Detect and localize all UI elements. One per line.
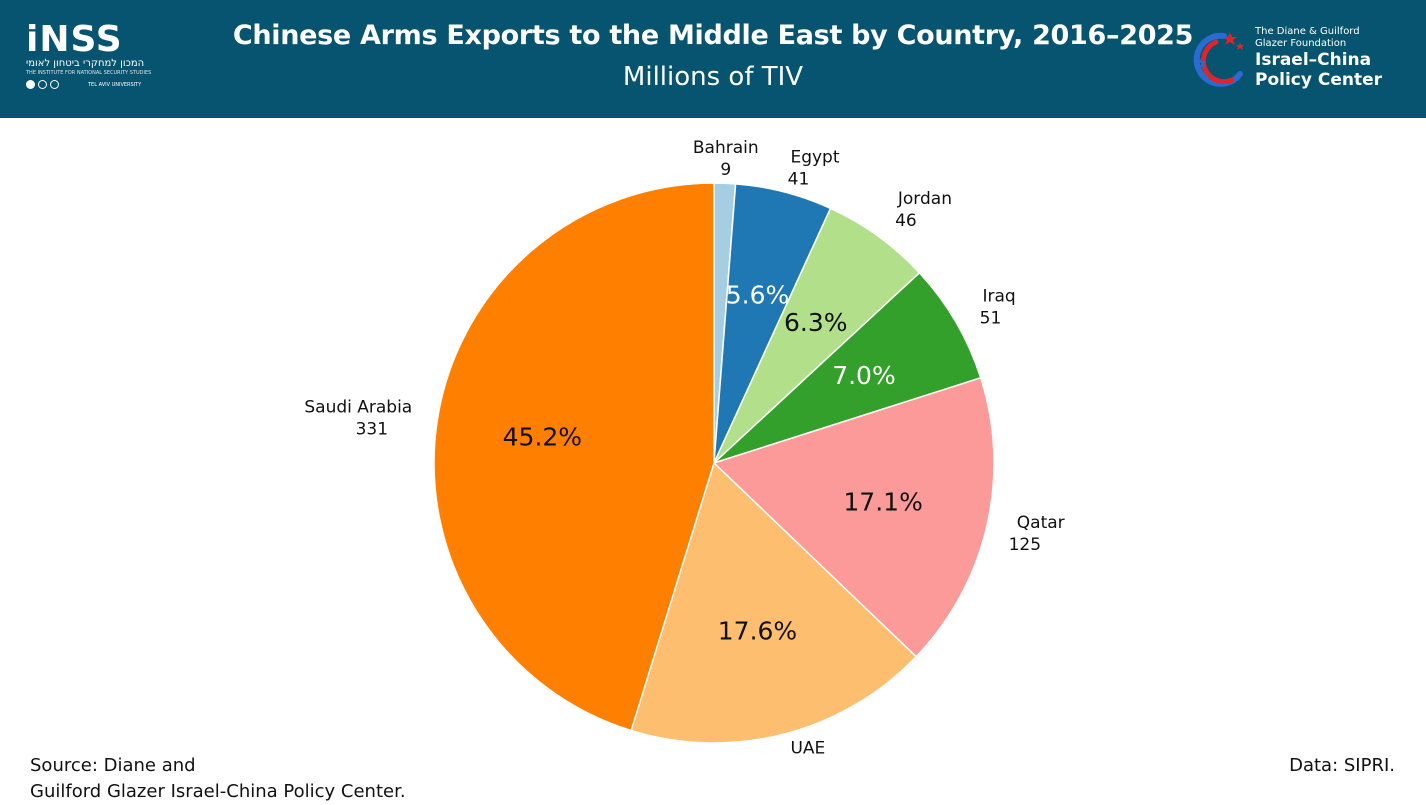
pie-value-iraq: 51 (980, 308, 1002, 328)
policy-center-line1: The Diane & Guilford (1255, 26, 1360, 37)
pie-label-bahrain: Bahrain (693, 138, 759, 158)
circle-icon (26, 80, 35, 89)
pie-percent-jordan: 6.3% (784, 308, 848, 337)
pie-percent-saudi-arabia: 45.2% (503, 423, 582, 452)
policy-center-line2: Glazer Foundation (1255, 38, 1347, 49)
policy-center-line3: Israel–China (1255, 50, 1372, 70)
inss-logo: iNSS המכון למחקרי ביטחון לאומי THE INSTI… (26, 22, 156, 98)
chart-title: Chinese Arms Exports to the Middle East … (232, 20, 1194, 51)
policy-center-line4: Policy Center (1255, 70, 1383, 90)
inss-logo-marks: TEL AVIV UNIVERSITY (26, 80, 156, 89)
header-banner: iNSS המכון למחקרי ביטחון לאומי THE INSTI… (0, 0, 1426, 118)
pie-value-bahrain: 9 (720, 160, 731, 180)
source-line-2: Guilford Glazer Israel-China Policy Cent… (30, 781, 406, 802)
pie-label-uae: UAE (790, 738, 825, 754)
pie-label-iraq: Iraq (982, 286, 1015, 306)
pie-slice-iraq (713, 271, 982, 464)
pie-percent-uae: 17.6% (718, 617, 797, 646)
pie-slice-qatar (712, 376, 995, 658)
ring-icon (50, 80, 59, 89)
pie-percent-iraq: 7.0% (832, 361, 896, 390)
pie-percent-qatar: 17.1% (843, 488, 922, 517)
pie-percent-labels: 5.6%6.3% 7.0% 17.1% 17.6% 45.2% (503, 280, 923, 645)
inss-logo-word: iNSS (26, 19, 123, 60)
pie-label-egypt: Egypt (790, 148, 839, 168)
inss-logo-university: TEL AVIV UNIVERSITY (88, 81, 142, 88)
pie-value-saudi-arabia: 331 (356, 419, 388, 439)
pie-slices (433, 182, 995, 744)
pie-percent-egypt: 5.6% (726, 280, 790, 309)
source-note: Source: Diane and Guilford Glazer Israel… (30, 753, 406, 805)
pie-value-jordan: 46 (895, 211, 917, 231)
chart-subtitle: Millions of TIV (622, 62, 804, 92)
policy-center-logo: The Diane & Guilford Glazer Foundation I… (1188, 26, 1408, 96)
pie-label-saudi-arabia: Saudi Arabia (304, 397, 412, 417)
inss-logo-english: THE INSTITUTE FOR NATIONAL SECURITY STUD… (26, 70, 152, 76)
data-source-note: Data: SIPRI. (1289, 755, 1395, 776)
source-line-1: Source: Diane and (30, 755, 196, 776)
ring-icon (38, 80, 47, 89)
pie-value-egypt: 41 (788, 170, 810, 190)
pie-label-qatar: Qatar (1017, 513, 1065, 533)
pie-value-qatar: 125 (1009, 535, 1041, 555)
pie-slice-uae (630, 461, 918, 744)
pie-slice-saudi-arabia (433, 182, 715, 732)
inss-logo-hebrew: המכון למחקרי ביטחון לאומי (26, 58, 145, 69)
policy-center-emblem-icon (1193, 32, 1244, 87)
pie-label-jordan: Jordan (897, 189, 952, 209)
